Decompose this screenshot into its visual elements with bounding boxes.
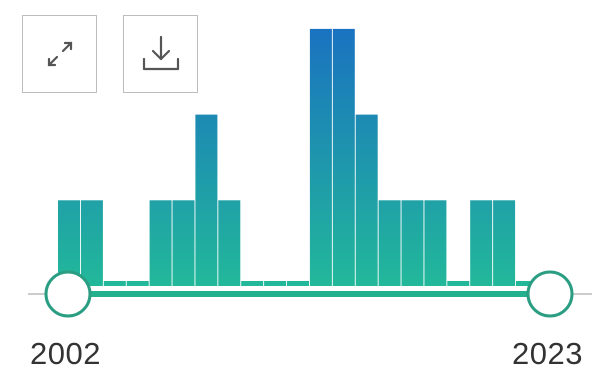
- histogram-bar-2006: [149, 200, 172, 286]
- histogram-bar-2021: [493, 200, 516, 286]
- expand-arrows-icon: [47, 41, 72, 67]
- histogram-bar-2014: [332, 28, 355, 287]
- download-icon: [142, 35, 179, 71]
- histogram-bar-2016: [378, 200, 401, 286]
- histogram-bar-2012: [287, 281, 309, 286]
- histogram-bar-2017: [401, 200, 424, 286]
- download-button[interactable]: [123, 15, 198, 93]
- start-year-label: 2002: [30, 336, 101, 371]
- histogram-bar-2007: [172, 200, 195, 286]
- histogram-bar-2018: [424, 200, 447, 286]
- histogram-bar-2013: [309, 28, 332, 287]
- histogram-bar-2005: [126, 281, 149, 286]
- histogram-bar-2011: [264, 281, 287, 286]
- expand-button[interactable]: [22, 15, 97, 93]
- histogram-bar-2010: [241, 281, 264, 286]
- histogram-bar-2020: [470, 200, 493, 286]
- histogram-bar-2008: [195, 114, 218, 286]
- slider-handle-end[interactable]: [526, 270, 574, 318]
- histogram-bar-2019: [447, 281, 470, 286]
- histogram-bar-2015: [355, 114, 378, 286]
- histogram-bar-2003: [80, 200, 103, 286]
- slider-handle-start[interactable]: [44, 270, 92, 318]
- histogram-bar-2022: [516, 281, 538, 286]
- histogram-bar-2009: [218, 200, 241, 286]
- end-year-label: 2023: [512, 336, 583, 371]
- histogram-bar-2004: [103, 281, 126, 286]
- histogram-bar-2002: [58, 200, 80, 286]
